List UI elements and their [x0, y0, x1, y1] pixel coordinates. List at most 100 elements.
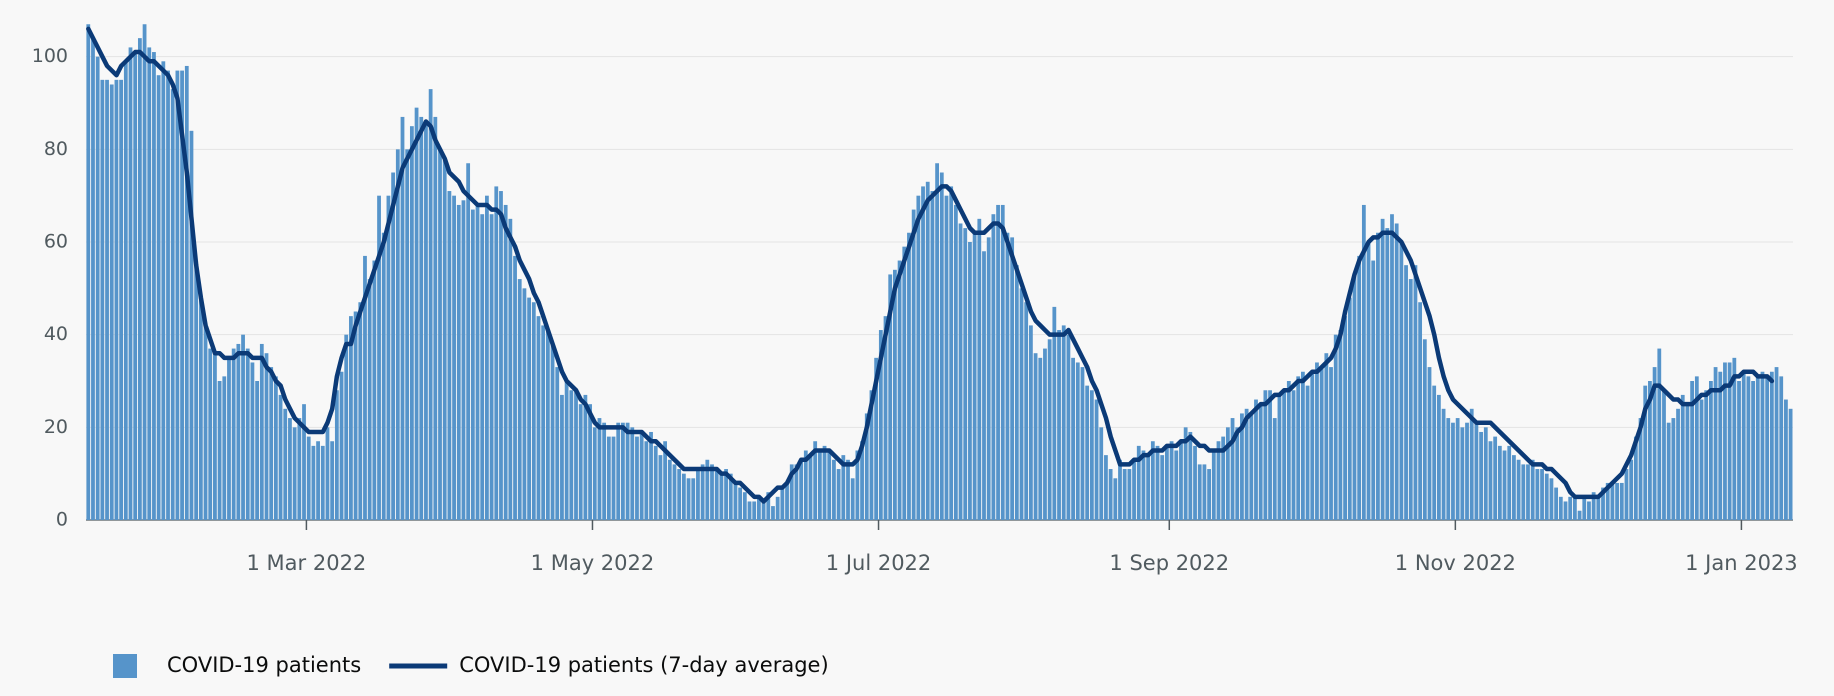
bar — [1615, 482, 1619, 520]
bar — [1451, 422, 1455, 520]
bar — [1601, 487, 1605, 520]
bar — [1296, 376, 1301, 520]
bar — [1671, 418, 1676, 520]
bar — [925, 181, 930, 520]
bar — [1774, 367, 1779, 520]
bar — [1160, 455, 1165, 520]
bar — [1080, 367, 1085, 520]
bar — [259, 343, 264, 520]
bar — [1474, 422, 1479, 520]
bar — [1662, 390, 1666, 520]
bar — [785, 482, 789, 520]
bar — [677, 469, 682, 520]
bar — [353, 311, 358, 520]
bar — [433, 116, 438, 521]
bar — [269, 367, 274, 520]
bar-series — [86, 24, 1793, 521]
bar — [1694, 376, 1699, 520]
bar — [944, 195, 949, 520]
bar — [1422, 339, 1427, 520]
bar — [1394, 223, 1399, 520]
bar — [733, 482, 738, 520]
legend-label: COVID-19 patients (7-day average) — [459, 653, 828, 677]
bar — [400, 116, 405, 521]
y-tick-label: 80 — [44, 138, 68, 160]
bar — [1732, 357, 1737, 520]
bar — [1521, 464, 1526, 520]
bar — [119, 79, 124, 520]
bar — [555, 367, 560, 520]
bar — [1399, 242, 1404, 520]
bar — [367, 279, 372, 520]
bar — [597, 418, 602, 520]
y-tick-label: 40 — [44, 323, 68, 345]
bar — [1788, 408, 1793, 520]
bar — [494, 186, 499, 520]
bar — [1558, 496, 1563, 520]
bar — [184, 65, 189, 520]
bar — [1516, 459, 1521, 520]
bar — [438, 149, 442, 520]
bar — [250, 362, 255, 520]
bar — [470, 209, 475, 520]
bar — [1197, 464, 1202, 520]
bar — [1104, 455, 1108, 520]
bar — [1784, 399, 1788, 520]
bar — [466, 163, 471, 521]
bar — [1029, 325, 1033, 520]
bar — [878, 330, 883, 520]
bar — [1666, 422, 1671, 520]
bar — [1005, 232, 1010, 521]
bar — [424, 121, 428, 520]
bar — [213, 353, 217, 520]
bar — [1404, 265, 1408, 520]
bar — [911, 209, 916, 520]
bar — [719, 473, 724, 520]
bar — [306, 436, 311, 520]
bar — [930, 191, 935, 521]
bar — [1723, 362, 1727, 520]
bar — [808, 455, 813, 520]
bar — [1746, 376, 1751, 520]
bar — [203, 325, 208, 520]
bar — [1587, 501, 1591, 520]
bar — [292, 427, 297, 520]
bar — [1657, 348, 1662, 520]
bar — [1554, 487, 1559, 520]
bar — [1469, 408, 1474, 520]
bar — [1737, 381, 1741, 520]
bar — [86, 24, 91, 521]
bar — [1596, 496, 1601, 520]
bar — [1000, 204, 1005, 521]
bar — [1043, 348, 1047, 520]
bar — [583, 394, 588, 520]
bar — [1380, 218, 1385, 521]
bar — [152, 52, 156, 520]
bar — [1240, 413, 1244, 520]
bar — [1127, 469, 1132, 520]
bar — [747, 501, 752, 520]
bar — [283, 408, 288, 520]
bar — [349, 316, 353, 520]
bar — [1193, 445, 1197, 520]
bar — [1132, 459, 1136, 520]
bar — [442, 158, 447, 520]
bar — [893, 269, 897, 520]
bar — [1019, 288, 1024, 520]
bar — [1207, 469, 1211, 520]
bar — [222, 376, 227, 520]
bar — [1638, 418, 1643, 520]
bar — [663, 441, 668, 520]
bar — [1272, 418, 1277, 520]
bar — [1779, 376, 1784, 520]
bar — [485, 195, 489, 520]
bar — [1338, 330, 1343, 520]
bar — [95, 56, 100, 521]
bar — [1633, 436, 1638, 520]
bar — [503, 204, 508, 521]
bar — [953, 204, 958, 521]
bar — [1258, 404, 1263, 520]
bar — [1371, 260, 1376, 520]
bar — [588, 404, 592, 520]
